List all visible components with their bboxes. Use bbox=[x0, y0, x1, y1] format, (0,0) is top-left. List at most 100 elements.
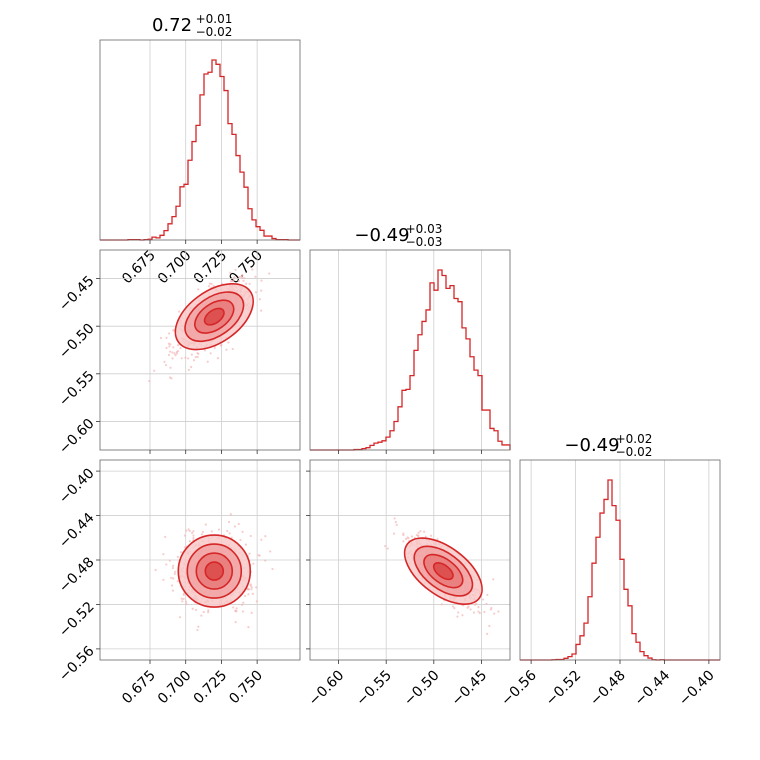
hist-2-xticklabel-0: −0.56 bbox=[498, 667, 540, 709]
joint-2-1-point bbox=[419, 530, 422, 533]
joint-2-0-point bbox=[271, 567, 274, 571]
joint-1-0-point bbox=[254, 291, 258, 294]
joint-2-0-point bbox=[162, 553, 165, 556]
joint-2-0-point bbox=[242, 601, 245, 604]
joint-1-0-point bbox=[258, 298, 261, 301]
joint-2-1-point bbox=[451, 605, 455, 608]
joint-1-0-point bbox=[176, 349, 180, 353]
joint-2-0-point bbox=[182, 597, 185, 601]
hist-0-border bbox=[99, 39, 301, 241]
joint-2-0-point bbox=[202, 610, 205, 614]
joint-2-0-point bbox=[260, 538, 263, 541]
joint-1-0-point bbox=[165, 336, 168, 339]
joint-2-0-point bbox=[252, 562, 255, 565]
joint-2-0-point bbox=[229, 513, 232, 516]
joint-2-0-point bbox=[201, 530, 204, 534]
joint-1-0-border bbox=[99, 249, 301, 451]
hist-0-title-sub: −0.02 bbox=[196, 25, 233, 39]
joint-1-0-point bbox=[232, 279, 235, 282]
joint-1-0-yticklabel-0: −0.45 bbox=[56, 273, 98, 315]
joint-1-0-point bbox=[164, 363, 168, 367]
joint-2-1-point bbox=[402, 532, 405, 535]
joint-2-0-point bbox=[234, 610, 238, 613]
hist-1-histogram bbox=[310, 269, 511, 451]
joint-2-0-point bbox=[187, 528, 190, 531]
joint-1-0-point bbox=[148, 380, 151, 383]
joint-1-0-point bbox=[212, 284, 215, 288]
joint-1-0-point bbox=[197, 288, 200, 291]
joint-2-0-point bbox=[168, 559, 171, 562]
joint-2-0-point bbox=[207, 611, 210, 614]
joint-2-0-point bbox=[165, 563, 168, 566]
joint-1-0-point bbox=[241, 276, 244, 279]
joint-2-0-point bbox=[200, 614, 203, 617]
joint-1-0-point bbox=[254, 275, 257, 278]
joint-1-0-point bbox=[190, 365, 193, 369]
joint-2-0-point bbox=[264, 559, 267, 562]
joint-2-0-point bbox=[217, 528, 221, 531]
joint-2-1-point bbox=[456, 615, 459, 618]
joint-1-0-point bbox=[229, 271, 232, 274]
joint-2-0-point bbox=[246, 587, 249, 590]
joint-2-0-point bbox=[171, 566, 175, 570]
joint-2-1-point bbox=[461, 614, 464, 617]
joint-2-0-point bbox=[255, 586, 258, 589]
joint-2-0-yticklabel-1: −0.44 bbox=[56, 510, 98, 552]
joint-1-0-point bbox=[179, 346, 182, 350]
joint-1-0-point bbox=[220, 343, 223, 347]
joint-1-0-point bbox=[245, 282, 248, 285]
hist-0-frame bbox=[149, 40, 258, 240]
joint-1-0-point bbox=[231, 347, 234, 351]
joint-2-0-point bbox=[188, 529, 191, 533]
joint-2-0-point bbox=[228, 532, 231, 535]
joint-2-0-point bbox=[264, 534, 267, 538]
joint-2-1-point bbox=[472, 611, 476, 614]
joint-1-0-point bbox=[209, 352, 212, 355]
joint-2-1-xticklabel-3: −0.45 bbox=[449, 668, 491, 710]
joint-2-0-point bbox=[182, 593, 185, 596]
joint-2-0-point bbox=[239, 538, 242, 542]
joint-1-0-point bbox=[206, 360, 209, 363]
joint-2-0-point bbox=[227, 520, 231, 524]
joint-2-1-point bbox=[467, 605, 470, 608]
joint-2-1-point bbox=[493, 612, 496, 615]
joint-2-0-point bbox=[234, 621, 237, 624]
hist-2-title: −0.49 bbox=[564, 435, 619, 456]
joint-2-0-point bbox=[244, 543, 248, 546]
hist-1-title-sub: −0.03 bbox=[406, 235, 443, 249]
joint-2-0-point bbox=[185, 602, 188, 606]
joint-2-0-point bbox=[210, 530, 213, 533]
joint-2-0-point bbox=[250, 611, 253, 614]
joint-2-0-point bbox=[207, 609, 210, 612]
joint-2-0-point bbox=[183, 546, 186, 549]
joint-2-1-xticklabel-2: −0.50 bbox=[401, 668, 443, 710]
joint-2-0-point bbox=[243, 594, 247, 598]
hist-0-xticklabel-0: 0.675 bbox=[119, 248, 159, 288]
joint-1-0-point bbox=[260, 279, 263, 282]
joint-2-1-point bbox=[392, 532, 396, 535]
joint-1-0-point bbox=[168, 350, 172, 353]
joint-2-0-point bbox=[250, 586, 253, 589]
joint-1-0-point bbox=[216, 357, 220, 360]
joint-2-1-point bbox=[393, 517, 396, 520]
hist-0-title: 0.72 bbox=[152, 15, 192, 36]
joint-2-0-point bbox=[204, 523, 207, 526]
joint-2-1-point bbox=[417, 531, 420, 534]
hist-2-xticklabel-3: −0.44 bbox=[632, 667, 674, 709]
joint-1-0-point bbox=[227, 341, 230, 344]
joint-1-0-point bbox=[194, 356, 197, 359]
joint-2-0-point bbox=[192, 530, 195, 533]
joint-2-0-point bbox=[240, 603, 244, 606]
joint-2-1-point bbox=[474, 603, 477, 606]
joint-2-1-point bbox=[483, 610, 486, 613]
joint-2-0-point bbox=[233, 525, 237, 528]
joint-2-0-point bbox=[191, 607, 194, 610]
joint-2-0-contour-3 bbox=[204, 561, 225, 581]
joint-2-0-yticklabel-3: −0.52 bbox=[56, 599, 98, 641]
joint-2-1-point bbox=[417, 534, 420, 537]
joint-2-0-xticklabel-2: 0.725 bbox=[191, 668, 231, 708]
joint-1-0-point bbox=[184, 356, 187, 359]
joint-2-0-point bbox=[191, 531, 194, 535]
joint-2-0-point bbox=[197, 625, 200, 628]
joint-2-0-xticklabel-3: 0.750 bbox=[226, 668, 266, 708]
